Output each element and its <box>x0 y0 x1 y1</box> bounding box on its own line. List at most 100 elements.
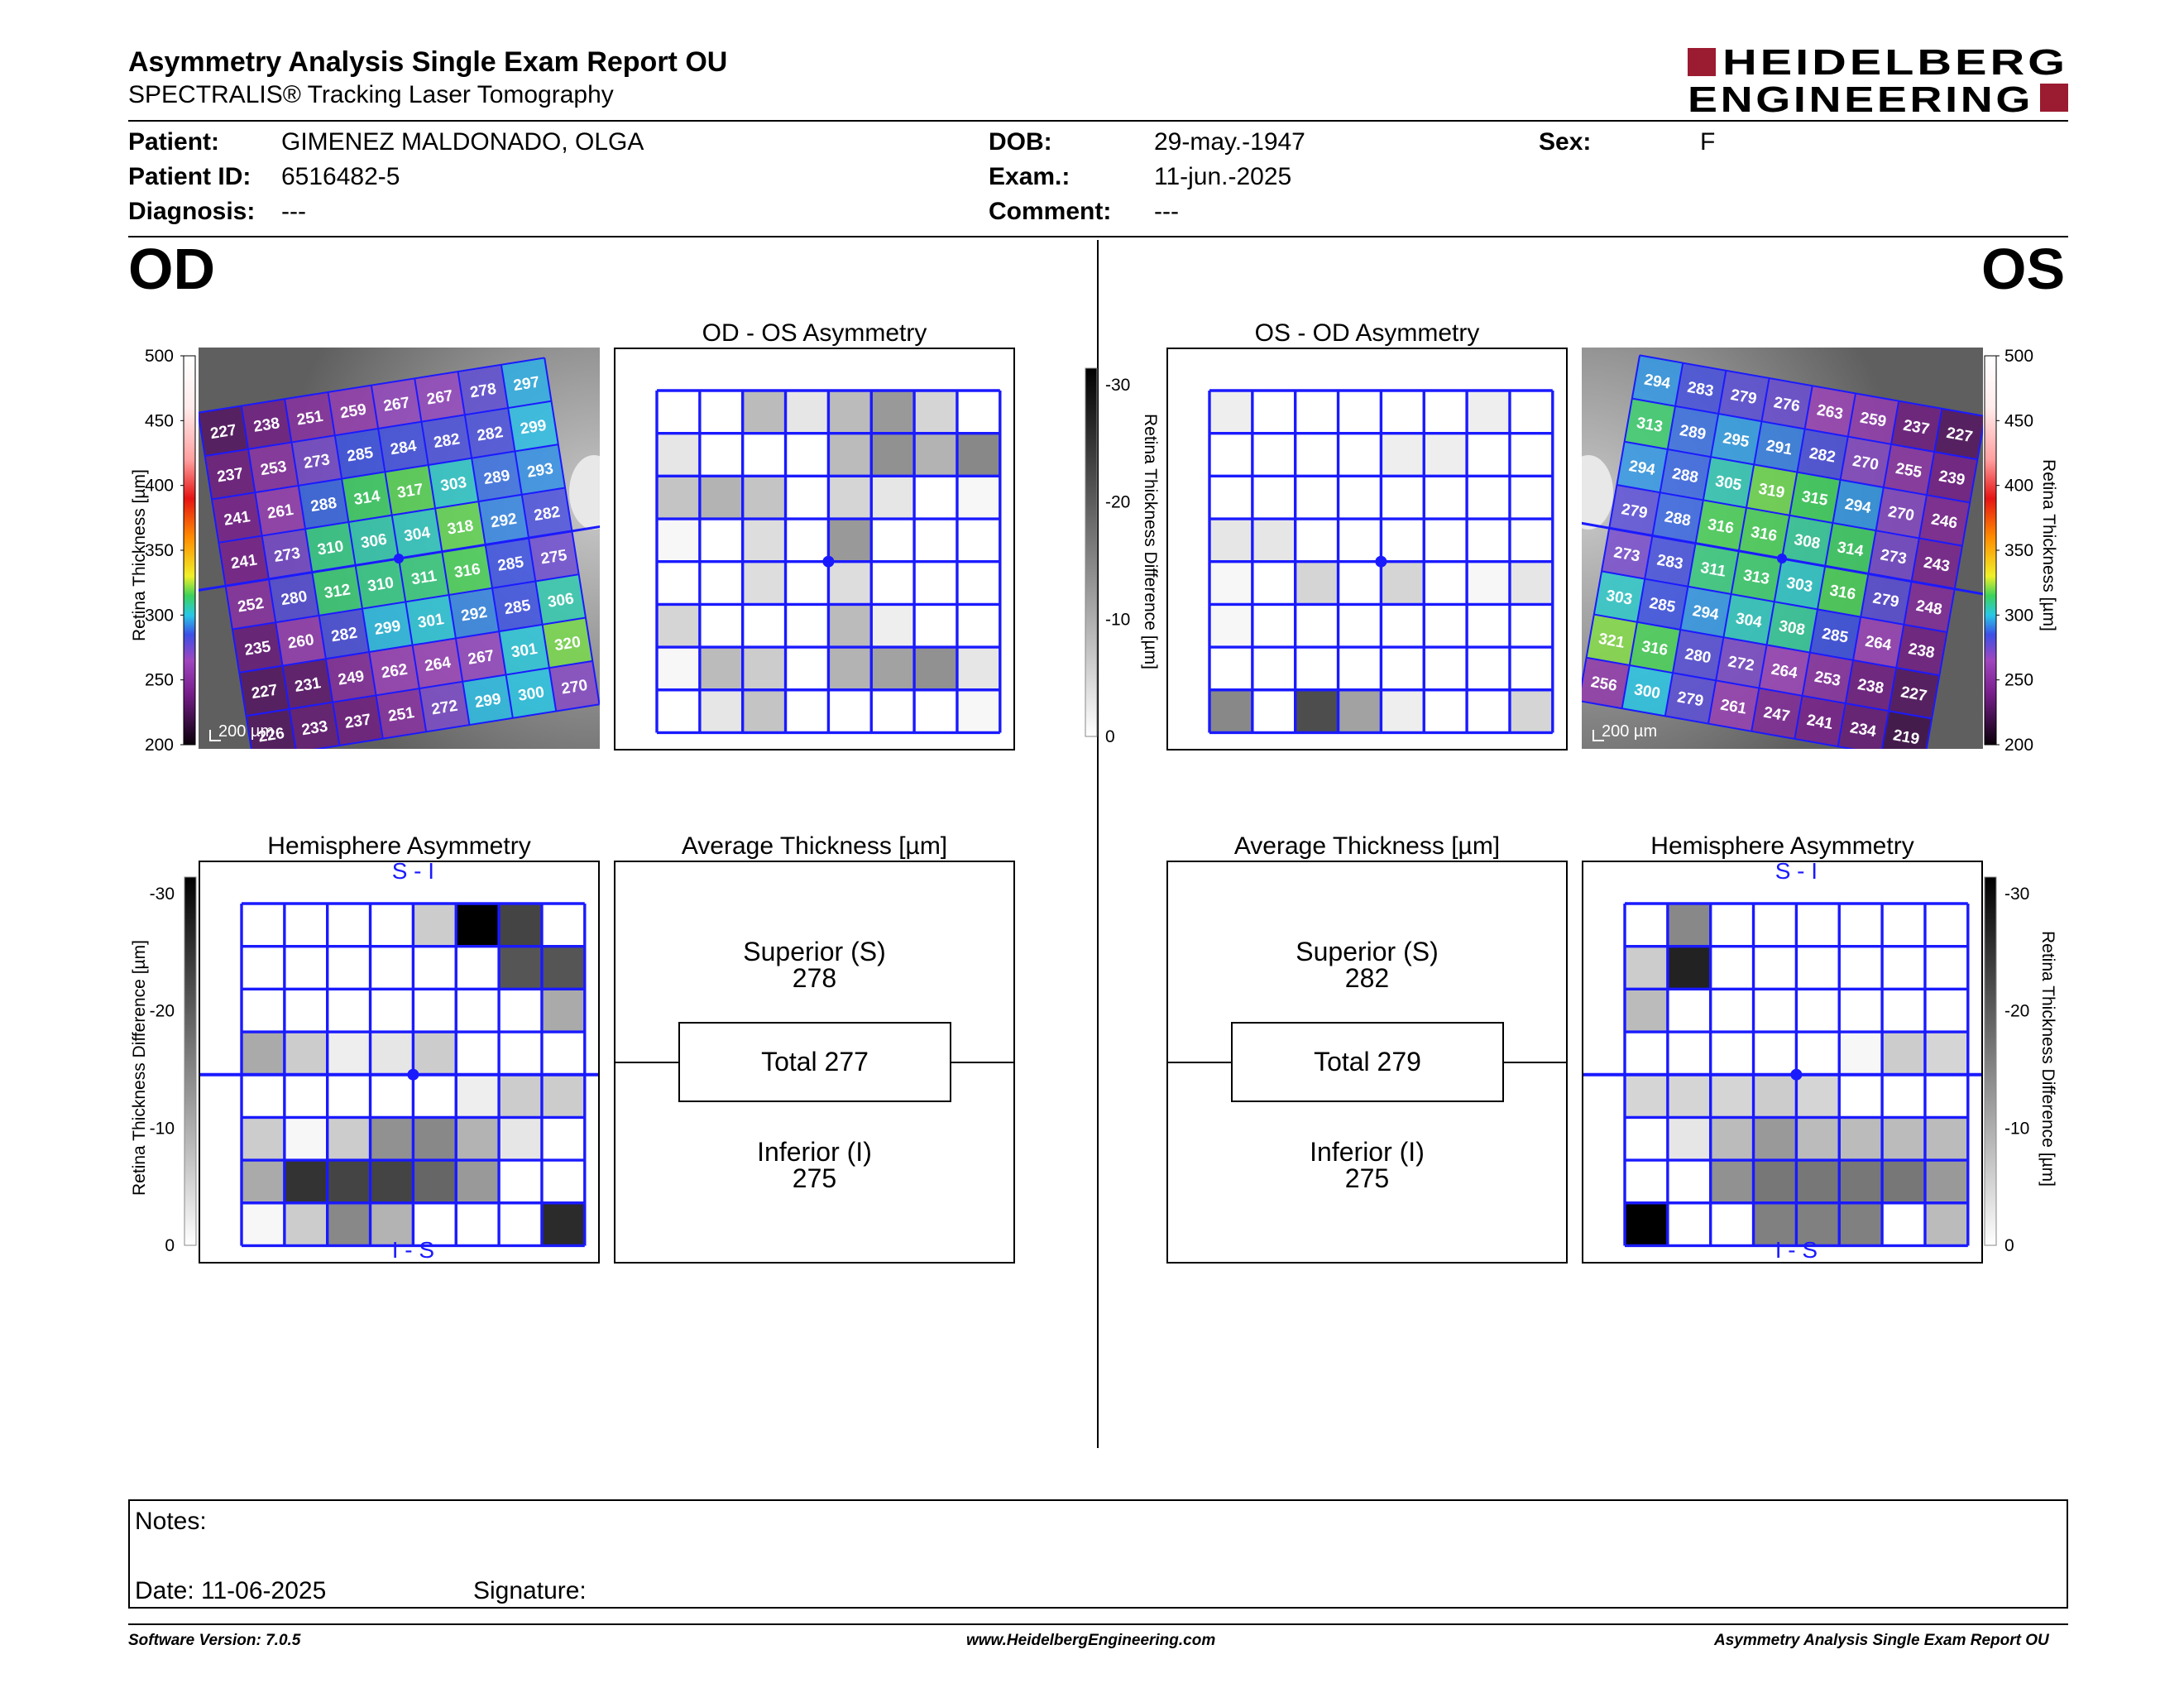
grid-cell <box>242 946 285 990</box>
grid-cell <box>1252 689 1296 733</box>
grid-cell <box>1924 989 1968 1033</box>
grid-cell <box>742 561 786 605</box>
thickness-cell <box>472 451 522 502</box>
grid-cell <box>284 1117 328 1161</box>
thickness-cell <box>204 448 256 500</box>
thickness-value: 314 <box>352 487 381 509</box>
thickness-cell <box>1883 444 1935 496</box>
gray-bar <box>1984 876 1997 1246</box>
grid-cell <box>1467 689 1510 733</box>
grid-cell <box>1209 433 1252 477</box>
grid-cell <box>657 476 700 520</box>
thickness-cell <box>325 651 376 703</box>
grid-cell <box>1424 561 1468 605</box>
thickness-value: 273 <box>273 544 302 566</box>
grid-cell <box>541 1032 585 1075</box>
od-inferior-value: 275 <box>792 1163 837 1193</box>
thickness-cell <box>1911 538 1962 589</box>
grid-cell <box>699 647 743 690</box>
grid-cell <box>1467 519 1510 562</box>
comment-value: --- <box>1154 198 1179 225</box>
grid-cell <box>1295 647 1339 690</box>
grid-cell <box>742 647 786 690</box>
od-eye-label: OD <box>128 237 215 301</box>
grid-cell <box>1467 561 1510 605</box>
thickness-value: 285 <box>496 554 525 575</box>
grid-cell <box>370 1202 414 1246</box>
grid-cell <box>413 989 457 1033</box>
thickness-cell <box>1934 408 1983 460</box>
thickness-cell <box>1809 609 1861 660</box>
grid-cell <box>1338 647 1382 690</box>
od-hemi-scale: -30 -20 -10 0 <box>136 869 199 1258</box>
thickness-cell <box>1782 515 1833 567</box>
grid-cell <box>456 1074 500 1118</box>
grid-cell <box>1381 519 1425 562</box>
grid-cell <box>914 433 957 477</box>
thickness-value: 241 <box>230 551 259 573</box>
thickness-cell <box>1880 711 1933 749</box>
thickness-value: 312 <box>323 581 352 602</box>
grid-cell <box>1882 989 1925 1033</box>
dob-value: 29-may.-1947 <box>1154 128 1305 156</box>
os-average-panel: Superior (S) 282 Total 279 Inferior (I) … <box>1166 861 1568 1264</box>
thickness-value: 259 <box>339 401 368 423</box>
grid-cell <box>1209 519 1252 562</box>
grid-cell <box>956 561 1000 605</box>
grid-cell <box>1710 1117 1754 1161</box>
grid-cell <box>1295 476 1339 520</box>
grid-cell <box>1753 904 1797 947</box>
grid-cell <box>1753 946 1797 990</box>
thickness-cell <box>1918 495 1971 546</box>
thickness-value: 237 <box>343 711 372 732</box>
thickness-cell <box>355 559 406 609</box>
od-asymmetry-title: OD - OS Asymmetry <box>702 319 927 347</box>
grid-cell <box>1924 904 1968 947</box>
grid-cell <box>499 1160 542 1203</box>
grid-cell <box>370 1074 414 1118</box>
thickness-value: 264 <box>424 654 453 675</box>
grid-cell <box>370 1117 414 1161</box>
tick-label: 0 <box>2004 1236 2014 1255</box>
grid-cell <box>1509 561 1553 605</box>
grid-cell <box>1667 904 1711 947</box>
grid-cell <box>1338 604 1382 648</box>
grid-cell <box>327 946 371 990</box>
grid-line <box>239 616 587 674</box>
grid-cell <box>1209 476 1252 520</box>
tick-label: -10 <box>1105 610 1130 629</box>
od-asymmetry-panel <box>614 348 1015 750</box>
thickness-cell <box>1680 586 1731 638</box>
grid-cell <box>327 1032 371 1075</box>
os-average-title: Average Thickness [µm] <box>1233 832 1501 860</box>
thickness-value: 306 <box>360 531 389 553</box>
thickness-value: 301 <box>510 640 539 662</box>
grid-cell <box>1924 1160 1968 1203</box>
grid-cell <box>1625 989 1668 1033</box>
grid-cell <box>785 433 829 477</box>
grid-cell <box>1209 604 1252 648</box>
grid-cell <box>1509 391 1553 434</box>
os-thickness-axis-label: Retina Thickness [µm] <box>2039 459 2058 631</box>
grid-cell <box>1625 946 1668 990</box>
thickness-value: 299 <box>519 417 548 439</box>
grid-cell <box>1924 1202 1968 1246</box>
od-superior-label: Superior (S) <box>743 937 886 966</box>
hemi-top-label: S - I <box>1775 862 1818 884</box>
grid-cell <box>871 561 915 605</box>
thickness-cell <box>1621 664 1674 717</box>
grid-cell <box>657 689 700 733</box>
thickness-value: 227 <box>209 421 238 443</box>
diagnosis-value: --- <box>281 198 306 225</box>
grid-cell <box>828 391 872 434</box>
thickness-cell <box>268 572 319 623</box>
grid-cell <box>871 519 915 562</box>
thickness-cell <box>1593 571 1645 622</box>
thickness-cell <box>399 551 449 602</box>
grid-cell <box>327 989 371 1033</box>
thickness-cell <box>1759 645 1810 696</box>
grid-cell <box>1252 433 1296 477</box>
exam-value: 11-jun.-2025 <box>1154 163 1292 190</box>
grid-cell <box>1667 1202 1711 1246</box>
grid-cell <box>541 989 585 1033</box>
